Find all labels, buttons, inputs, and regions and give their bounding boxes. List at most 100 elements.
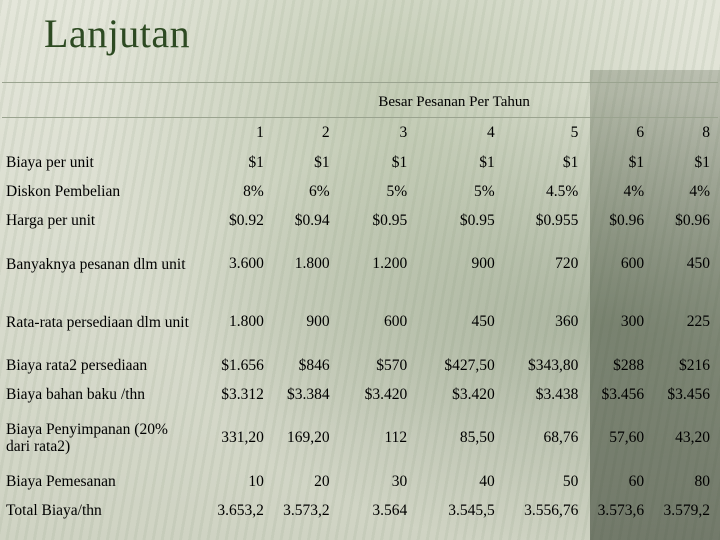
column-header: 2 (321, 124, 330, 141)
table-cell: 85,50 (459, 429, 495, 446)
table-cell: 3.545,5 (448, 501, 495, 519)
row-label: Total Biaya/thn (6, 502, 102, 519)
table-cell: $3.420 (452, 385, 495, 403)
table-cell: $0.96 (609, 211, 645, 229)
table-cell: 6% (308, 182, 330, 200)
table-cell: 3.573,2 (283, 501, 330, 519)
row-label: Harga per unit (6, 212, 96, 229)
table-cell: $1.656 (221, 356, 264, 374)
table-cell: 60 (628, 472, 645, 490)
table-row: Biaya bahan baku /thn $3.312 $3.384 $3.420 $… (2, 380, 718, 409)
column-number-spacer (2, 118, 190, 149)
table-cell: 80 (694, 472, 711, 490)
table-row: Rata-rata persediaan dlm unit 1.800 900 600… (2, 293, 718, 351)
table-cell: $3.312 (221, 385, 264, 403)
table-cell: 30 (391, 472, 408, 490)
slide-title: Lanjutan (44, 11, 191, 56)
table-cell: 600 (620, 255, 645, 272)
table-cell: 450 (686, 255, 710, 272)
table-cell: $1 (628, 153, 645, 171)
row-label: Biaya Penyimpanan (20% dari rata2) (6, 421, 168, 455)
row-label: Diskon Pembelian (6, 183, 121, 200)
table-cell: $3.384 (287, 385, 330, 403)
table-row: Biaya Pemesanan 10 20 30 40 50 60 80 (2, 467, 718, 496)
table-cell: $3.438 (535, 385, 579, 403)
column-header: 6 (636, 124, 645, 141)
table-cell: $1 (314, 153, 330, 171)
table-cell: $0.955 (535, 211, 579, 229)
table-cell: $216 (679, 356, 710, 374)
table-cell: 1.800 (294, 255, 330, 272)
table-cell: 360 (555, 313, 579, 330)
table-cell: 112 (384, 429, 408, 446)
table-cell: 900 (306, 313, 330, 330)
row-label: Rata-rata persediaan dlm unit (6, 313, 189, 331)
table-cell: 900 (471, 255, 495, 272)
table-cell: $3.456 (667, 385, 710, 403)
table-cell: $3.420 (364, 385, 408, 403)
table-row: Banyaknya pesanan dlm unit 3.600 1.800 1.20… (2, 235, 718, 293)
table-cell: 1.200 (372, 255, 408, 272)
table-cell: 4% (689, 182, 710, 200)
table-cell: $0.94 (294, 211, 330, 229)
table-cell: 3.579,2 (663, 501, 711, 519)
group-header: Besar Pesanan Per Tahun (190, 82, 718, 118)
table-cell: 50 (562, 472, 579, 490)
table-row: Harga per unit $0.92 $0.94 $0.95 $0.95 $0.955… (2, 206, 718, 235)
table-cell: 3.600 (228, 255, 264, 272)
table-body: Biaya per unit $1 $1 $1 $1 $1 $1 $1 Diskon Pembe… (2, 148, 718, 525)
table-cell: 8% (243, 182, 264, 200)
table-cell: 1.800 (228, 313, 264, 330)
table-cell: 5% (474, 182, 495, 200)
table-cell: 40 (479, 472, 495, 490)
table-cell: 43,20 (675, 429, 710, 446)
table-cell: 3.556,76 (524, 501, 579, 519)
row-label: Biaya per unit (6, 154, 94, 171)
cost-table: Besar Pesanan Per Tahun 1 2 3 4 5 6 8 Biaya pe… (2, 82, 718, 525)
table-cell: $570 (376, 356, 408, 374)
row-label: Banyaknya pesanan dlm unit (6, 255, 186, 273)
table-cell: 68,76 (543, 429, 579, 446)
table-row: Diskon Pembelian 8% 6% 5% 5% 4.5% 4% 4% (2, 177, 718, 206)
row-label: Biaya rata2 persediaan (6, 357, 148, 374)
table-cell: $288 (613, 356, 645, 374)
table-row: Biaya rata2 persediaan $1.656 $846 $570 $427… (2, 351, 718, 380)
table-cell: 720 (555, 255, 579, 272)
row-label: Biaya bahan baku /thn (6, 386, 146, 403)
background-shadow (590, 70, 720, 540)
table-cell: 3.653,2 (217, 501, 264, 519)
column-header: 8 (702, 124, 710, 141)
row-label: Biaya Pemesanan (6, 473, 116, 490)
table-cell: 3.564 (372, 501, 408, 519)
column-header: 4 (486, 124, 495, 141)
table-cell: 20 (314, 472, 330, 490)
table-cell: 57,60 (609, 429, 645, 446)
table-cell: 600 (383, 313, 408, 330)
table-cell: 5% (386, 182, 408, 200)
table-cell: $3.456 (601, 385, 645, 403)
table-cell: 10 (248, 472, 264, 490)
column-header: 5 (570, 124, 579, 141)
table-cell: $0.96 (675, 211, 710, 229)
table-cell: $1 (694, 153, 711, 171)
table-cell: 450 (471, 313, 495, 330)
table-cell: 169,20 (287, 429, 330, 446)
table-cell: $846 (298, 356, 330, 374)
table-cell: 300 (620, 313, 645, 330)
table-cell: $1 (562, 153, 579, 171)
column-header: 3 (399, 124, 408, 141)
group-header-row: Besar Pesanan Per Tahun (2, 82, 718, 118)
table-cell: 3.573,6 (597, 501, 645, 519)
table-cell: 4% (623, 182, 645, 200)
table-row: Total Biaya/thn 3.653,2 3.573,2 3.564 3.545,… (2, 496, 718, 525)
table-cell: 4.5% (546, 182, 579, 200)
table-cell: $427,50 (444, 356, 495, 374)
table-cell: $1 (248, 153, 264, 171)
table-cell: $1 (479, 153, 495, 171)
table-cell: $0.95 (372, 211, 408, 229)
table-cell: 331,20 (221, 429, 264, 446)
table-cell: 225 (686, 313, 710, 330)
column-number-row: 1 2 3 4 5 6 8 (2, 118, 718, 149)
column-header: 1 (256, 124, 264, 141)
table-cell: $1 (391, 153, 408, 171)
